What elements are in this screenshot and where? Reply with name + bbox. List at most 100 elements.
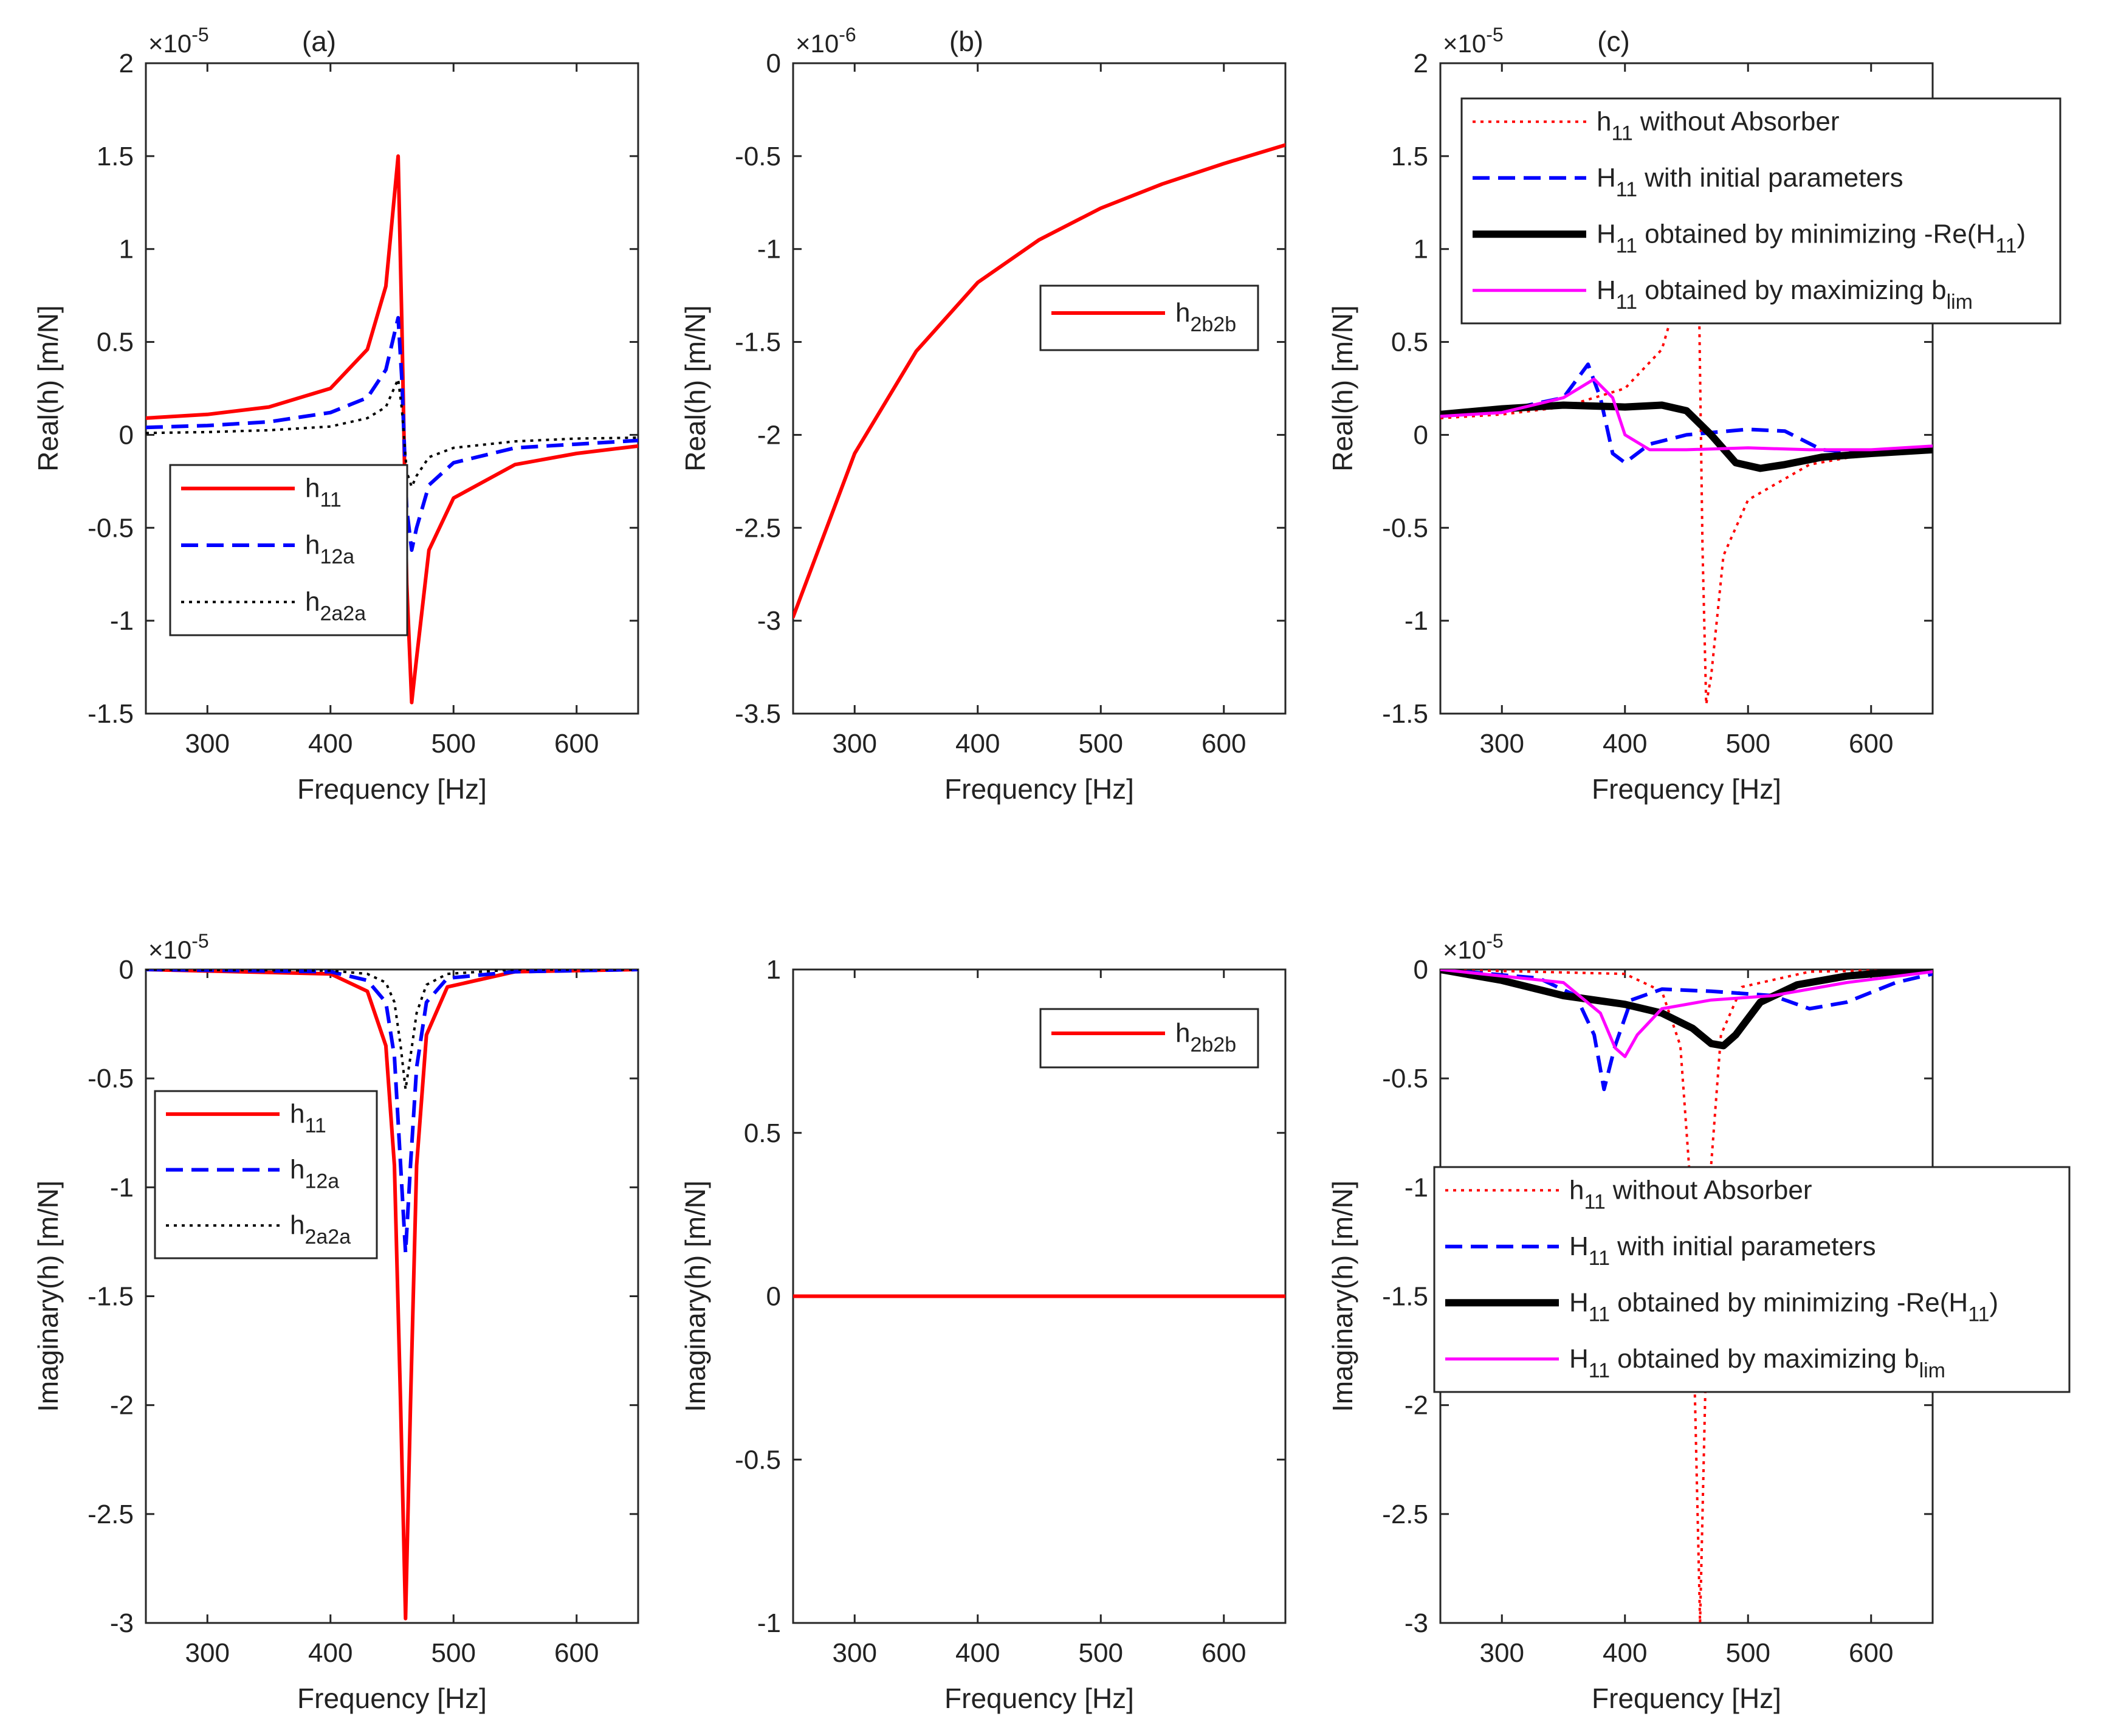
y-tick-label: -3	[757, 606, 781, 636]
y-tick-label: -3	[1405, 1608, 1428, 1638]
legend-entry: h2b2b	[1175, 298, 1236, 336]
series-line-h2a2a	[146, 377, 638, 488]
y-tick-label: -1.5	[735, 328, 781, 357]
x-tick-label: 600	[1849, 729, 1893, 759]
legend-entry: H11 obtained by maximizing blim	[1569, 1344, 1945, 1382]
x-tick-label: 300	[833, 729, 877, 759]
x-tick-label: 400	[308, 1638, 352, 1668]
x-tick-label: 600	[554, 1638, 599, 1668]
y-tick-label: -0.5	[735, 142, 781, 171]
x-axis-label: Frequency [Hz]	[297, 1683, 487, 1714]
y-axis-label: Real(h) [m/N]	[32, 305, 64, 471]
legend: h11 h12a h2a2a	[169, 464, 408, 636]
legend-entry: H11 obtained by maximizing blim	[1597, 275, 1973, 314]
legend-entry: h12a	[305, 530, 354, 568]
legend-box	[1039, 1008, 1259, 1069]
axis-exponent: ×10-5	[148, 24, 209, 58]
series-line-h11-without-absorber	[1440, 970, 1933, 1623]
y-tick-label: -1.5	[88, 699, 134, 729]
y-tick-label: 1.5	[1391, 142, 1428, 171]
y-tick-label: 2	[119, 49, 134, 78]
legend-entry: h11	[290, 1099, 326, 1137]
x-tick-label: 500	[1079, 729, 1123, 759]
x-tick-label: 500	[432, 729, 476, 759]
y-tick-label: 0.5	[744, 1118, 781, 1148]
y-tick-label: -1.5	[1382, 1282, 1428, 1312]
x-axis-label: Frequency [Hz]	[1592, 1683, 1781, 1714]
y-tick-label: 1	[1414, 235, 1428, 264]
x-axis-label: Frequency [Hz]	[944, 1683, 1134, 1714]
y-tick-label: -2.5	[88, 1500, 134, 1529]
y-tick-label: 2	[1414, 49, 1428, 78]
legend-entry: h2a2a	[290, 1210, 351, 1249]
y-tick-label: 1	[119, 235, 134, 264]
y-tick-label: -1	[1405, 606, 1428, 636]
x-axis-label: Frequency [Hz]	[297, 773, 487, 805]
x-tick-label: 600	[1202, 1638, 1246, 1668]
x-tick-label: 400	[1603, 1638, 1647, 1668]
legend-entry: h11 without Absorber	[1597, 106, 1840, 145]
legend-box	[169, 464, 408, 636]
axis-exponent: ×10-5	[148, 930, 209, 964]
y-tick-label: -2	[110, 1391, 134, 1421]
y-tick-label: -0.5	[88, 513, 134, 543]
legend: h11 h12a h2a2a	[154, 1090, 378, 1259]
y-tick-label: 1.5	[97, 142, 134, 171]
x-tick-label: 300	[833, 1638, 877, 1668]
axis-exponent: ×10-6	[796, 24, 856, 58]
y-tick-label: 0	[119, 955, 134, 985]
x-axis-label: Frequency [Hz]	[1592, 773, 1781, 805]
series-group	[146, 154, 638, 704]
x-tick-label: 500	[1079, 1638, 1123, 1668]
legend: h2b2b	[1039, 1008, 1259, 1069]
series-line-h11	[146, 970, 638, 1621]
legend-entry: h11 without Absorber	[1569, 1175, 1812, 1213]
series-line-h11-with-initial-parameters	[1440, 970, 1933, 1092]
y-tick-label: 0.5	[97, 328, 134, 357]
panel-label: (b)	[949, 26, 983, 57]
series-group	[146, 970, 638, 1621]
y-axis-label: Imaginary(h) [m/N]	[1327, 1180, 1358, 1412]
y-tick-label: -1.5	[88, 1282, 134, 1312]
legend-box	[154, 1090, 378, 1259]
y-tick-label: -2.5	[735, 513, 781, 543]
panel-label: (c)	[1597, 26, 1630, 57]
series-group	[1440, 154, 1933, 706]
x-tick-label: 400	[1603, 729, 1647, 759]
series-line-h2a2a	[146, 970, 638, 1091]
legend-entry: H11 with initial parameters	[1597, 163, 1903, 201]
panel-c-bottom: -3 -2.5 -2 -1.5 -1 -0.5 0 300 400 500 600 Frequency…	[1327, 930, 2071, 1714]
series-line-h11-obtained-by-maximizing-blim	[1440, 377, 1933, 452]
panel-c-top: -1.5 -1 -0.5 0 0.5 1 1.5 2 300 400 500 600 Frequency…	[1327, 24, 2061, 805]
axes-frame	[792, 62, 1287, 715]
x-tick-label: 300	[1480, 1638, 1524, 1668]
y-axis-label: Imaginary(h) [m/N]	[679, 1180, 711, 1412]
y-tick-label: 0	[766, 49, 781, 78]
legend-entry: H11 obtained by minimizing -Re(H11)	[1569, 1287, 1998, 1326]
axis-exponent: ×10-5	[1443, 24, 1504, 58]
y-tick-label: -3.5	[735, 699, 781, 729]
y-axis-label: Real(h) [m/N]	[1327, 305, 1358, 471]
axes-frame	[145, 968, 639, 1624]
legend-entry: h2a2a	[305, 587, 366, 625]
x-tick-label: 300	[1480, 729, 1524, 759]
axis-exponent: ×10-5	[1443, 930, 1504, 964]
series-group	[793, 143, 1285, 619]
legend-entry: H11 obtained by minimizing -Re(H11)	[1597, 219, 2026, 257]
series-line-h11-obtained-by-maximizing-blim	[1440, 970, 1933, 1058]
legend: h11 without Absorber H11 with initial param…	[1460, 97, 2061, 325]
x-tick-label: 400	[955, 1638, 1000, 1668]
x-axis-label: Frequency [Hz]	[944, 773, 1134, 805]
y-tick-label: -0.5	[1382, 1064, 1428, 1094]
y-tick-label: -1	[110, 1173, 134, 1202]
y-tick-label: -3	[110, 1608, 134, 1638]
series-line-h11-obtained-by-minimizing-re-h11-	[1440, 970, 1933, 1050]
x-tick-label: 400	[955, 729, 1000, 759]
x-tick-label: 500	[1726, 729, 1770, 759]
y-tick-label: -0.5	[1382, 513, 1428, 543]
legend-box	[1460, 97, 2061, 325]
x-tick-label: 600	[554, 729, 599, 759]
legend-entry: h11	[305, 474, 342, 512]
legend-box	[1039, 284, 1259, 351]
series-line-h11-with-initial-parameters	[1440, 362, 1933, 465]
